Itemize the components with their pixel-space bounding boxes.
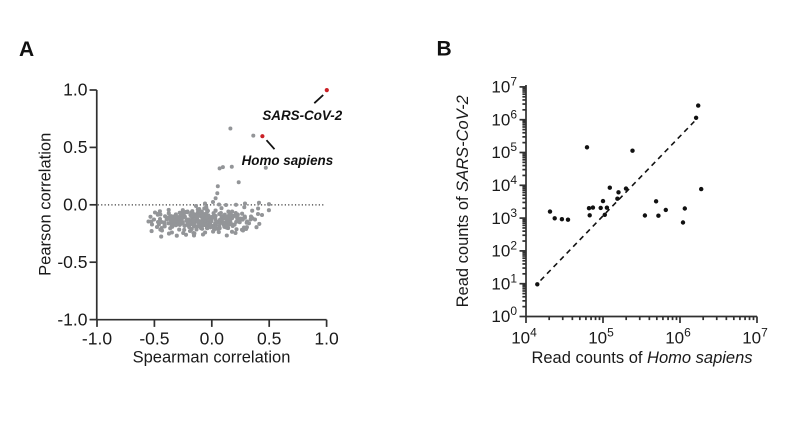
svg-text:-0.5: -0.5	[57, 252, 87, 272]
svg-text:Homo sapiens: Homo sapiens	[242, 153, 334, 168]
svg-text:B: B	[437, 38, 452, 61]
svg-text:SARS-CoV-2: SARS-CoV-2	[262, 108, 342, 123]
svg-text:Read counts of Homo sapiens: Read counts of Homo sapiens	[531, 349, 752, 367]
svg-text:Spearman correlation: Spearman correlation	[133, 349, 291, 367]
svg-text:1.0: 1.0	[314, 329, 339, 349]
svg-text:Read counts of SARS-CoV-2: Read counts of SARS-CoV-2	[454, 95, 472, 307]
svg-text:-1.0: -1.0	[82, 329, 112, 349]
svg-text:-1.0: -1.0	[57, 309, 87, 329]
svg-text:0.5: 0.5	[257, 329, 281, 349]
svg-text:A: A	[19, 38, 34, 61]
svg-text:0.0: 0.0	[200, 329, 225, 349]
svg-text:-0.5: -0.5	[139, 329, 169, 349]
svg-text:0.0: 0.0	[63, 195, 88, 215]
svg-text:0.5: 0.5	[63, 137, 87, 157]
svg-text:1.0: 1.0	[63, 80, 88, 100]
svg-text:Pearson correlation: Pearson correlation	[37, 133, 55, 276]
